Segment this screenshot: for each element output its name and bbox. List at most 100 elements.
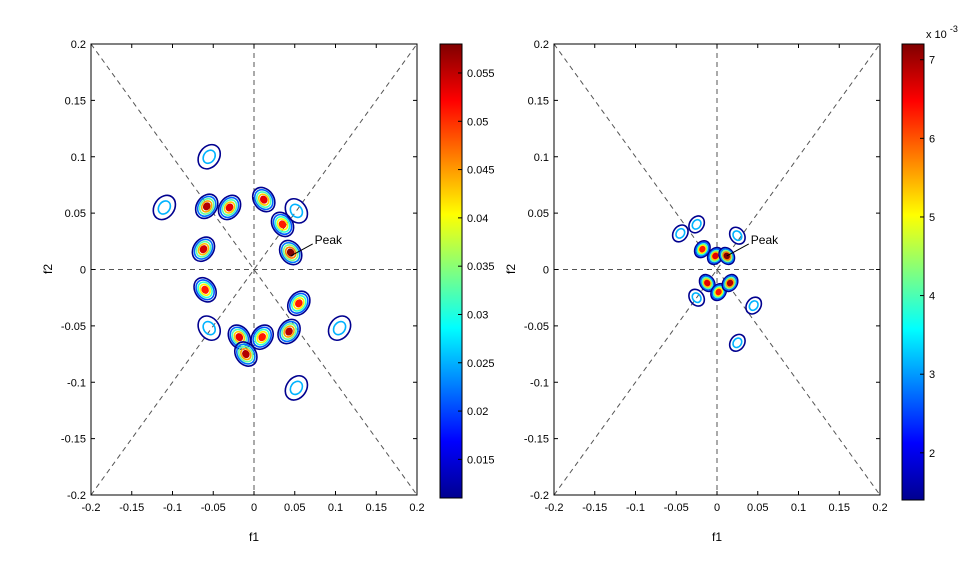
colorbar-tick-label: 0.03 <box>467 309 488 321</box>
contour-ring <box>695 241 710 257</box>
contour-blob <box>286 290 311 317</box>
contour-blob <box>671 224 689 243</box>
contour-ring <box>732 337 743 349</box>
y-tick-label: 0.15 <box>65 95 86 107</box>
colorbar-tick-label: 0.045 <box>467 165 495 177</box>
contour-ring <box>257 193 270 206</box>
contour-ring <box>282 244 299 262</box>
x-tick-label: -0.15 <box>119 502 144 514</box>
contour-ring <box>288 292 309 315</box>
contour-ring <box>194 193 219 220</box>
contour-ring <box>279 320 299 343</box>
contour-ring <box>714 287 724 297</box>
contour-ring <box>276 218 289 231</box>
contour-ring <box>718 246 736 266</box>
contour-ring <box>284 197 309 224</box>
contour-ring <box>284 374 309 401</box>
contour-ring <box>197 281 213 299</box>
guide-diagonal-2 <box>553 43 881 496</box>
guide-diagonal-1 <box>553 43 881 496</box>
contour-ring <box>238 345 254 363</box>
contour-blob <box>698 273 716 293</box>
y-tick-label: 0 <box>543 265 549 277</box>
right-guide-lines <box>553 43 881 496</box>
contour-ring <box>191 236 216 263</box>
contour-blob <box>728 226 746 245</box>
y-tick-label: -0.15 <box>61 434 86 446</box>
x-tick-label: -0.1 <box>163 502 182 514</box>
y-tick-label: -0.2 <box>67 490 86 502</box>
contour-ring <box>233 341 258 367</box>
y-tick-label: 0.05 <box>528 208 549 220</box>
right-colorbar-exponent-power: -3 <box>950 24 958 34</box>
right-colorbar: 7 6 5 4 3 2 x 10 -3 <box>901 24 958 501</box>
y-tick-label: -0.2 <box>530 490 549 502</box>
y-tick-label: 0.05 <box>65 208 86 220</box>
x-tick-label: -0.15 <box>582 502 607 514</box>
right-y-axis-label: f2 <box>504 264 518 274</box>
contour-ring <box>195 279 215 301</box>
contour-ring <box>702 278 712 288</box>
contour-blob <box>284 197 309 224</box>
colorbar-tick-label: 6 <box>929 133 935 145</box>
left-contour-blobs <box>152 143 352 401</box>
contour-ring <box>198 197 215 215</box>
contour-blob <box>284 374 309 401</box>
contour-ring <box>724 276 736 290</box>
contour-ring <box>728 333 746 352</box>
y-tick-label: -0.1 <box>67 377 86 389</box>
left-peak-pointer <box>290 243 313 257</box>
contour-blob <box>193 276 217 303</box>
contour-ring <box>251 186 276 213</box>
contour-ring <box>709 249 722 263</box>
contour-ring <box>254 328 270 346</box>
contour-ring <box>719 248 734 264</box>
colorbar-tick-label: 0.05 <box>467 116 488 128</box>
contour-blob <box>217 194 242 221</box>
contour-blob <box>688 288 706 307</box>
colorbar-tick-label: 0.035 <box>467 261 495 273</box>
x-tick-label: 0.15 <box>829 502 850 514</box>
contour-ring <box>725 278 735 288</box>
contour-ring <box>715 288 722 296</box>
right-colorbar-exponent: x 10 -3 <box>926 24 958 41</box>
x-tick-label: -0.05 <box>664 502 689 514</box>
contour-ring <box>285 327 293 336</box>
right-peak-label: Peak <box>751 233 779 247</box>
contour-ring <box>157 200 172 215</box>
contour-blob <box>152 194 177 221</box>
contour-ring <box>289 380 304 396</box>
contour-ring <box>691 218 702 230</box>
contour-ring <box>152 194 177 221</box>
contour-blob <box>327 315 352 342</box>
right-peak-annotation: Peak <box>726 233 779 257</box>
left-peak-label: Peak <box>315 233 343 247</box>
contour-ring <box>250 324 275 351</box>
contour-ring <box>688 215 706 234</box>
contour-ring <box>292 297 305 310</box>
contour-ring <box>272 213 293 236</box>
contour-ring <box>199 283 211 297</box>
contour-ring <box>696 242 709 256</box>
colorbar-tick-label: 0.025 <box>467 358 495 370</box>
contour-ring <box>202 202 211 211</box>
guide-diagonal-1 <box>90 43 418 496</box>
colorbar-tick-label: 0.04 <box>467 213 488 225</box>
x-tick-label: 0.1 <box>791 502 806 514</box>
contour-ring <box>202 149 217 165</box>
contour-ring <box>197 143 222 170</box>
contour-ring <box>259 195 268 204</box>
contour-ring <box>675 227 686 239</box>
colorbar-tick-label: 5 <box>929 212 935 224</box>
y-tick-label: 0 <box>80 265 86 277</box>
contour-ring <box>199 245 208 254</box>
contour-ring <box>745 296 763 315</box>
right-colorbar-ticks: 7 6 5 4 3 2 <box>920 55 935 460</box>
contour-blob <box>197 143 222 170</box>
y-tick-label: 0.1 <box>534 152 549 164</box>
contour-ring <box>710 251 720 261</box>
contour-ring <box>699 245 706 253</box>
contour-ring <box>278 239 303 266</box>
contour-ring <box>219 196 240 219</box>
colorbar-tick-label: 3 <box>929 369 935 381</box>
